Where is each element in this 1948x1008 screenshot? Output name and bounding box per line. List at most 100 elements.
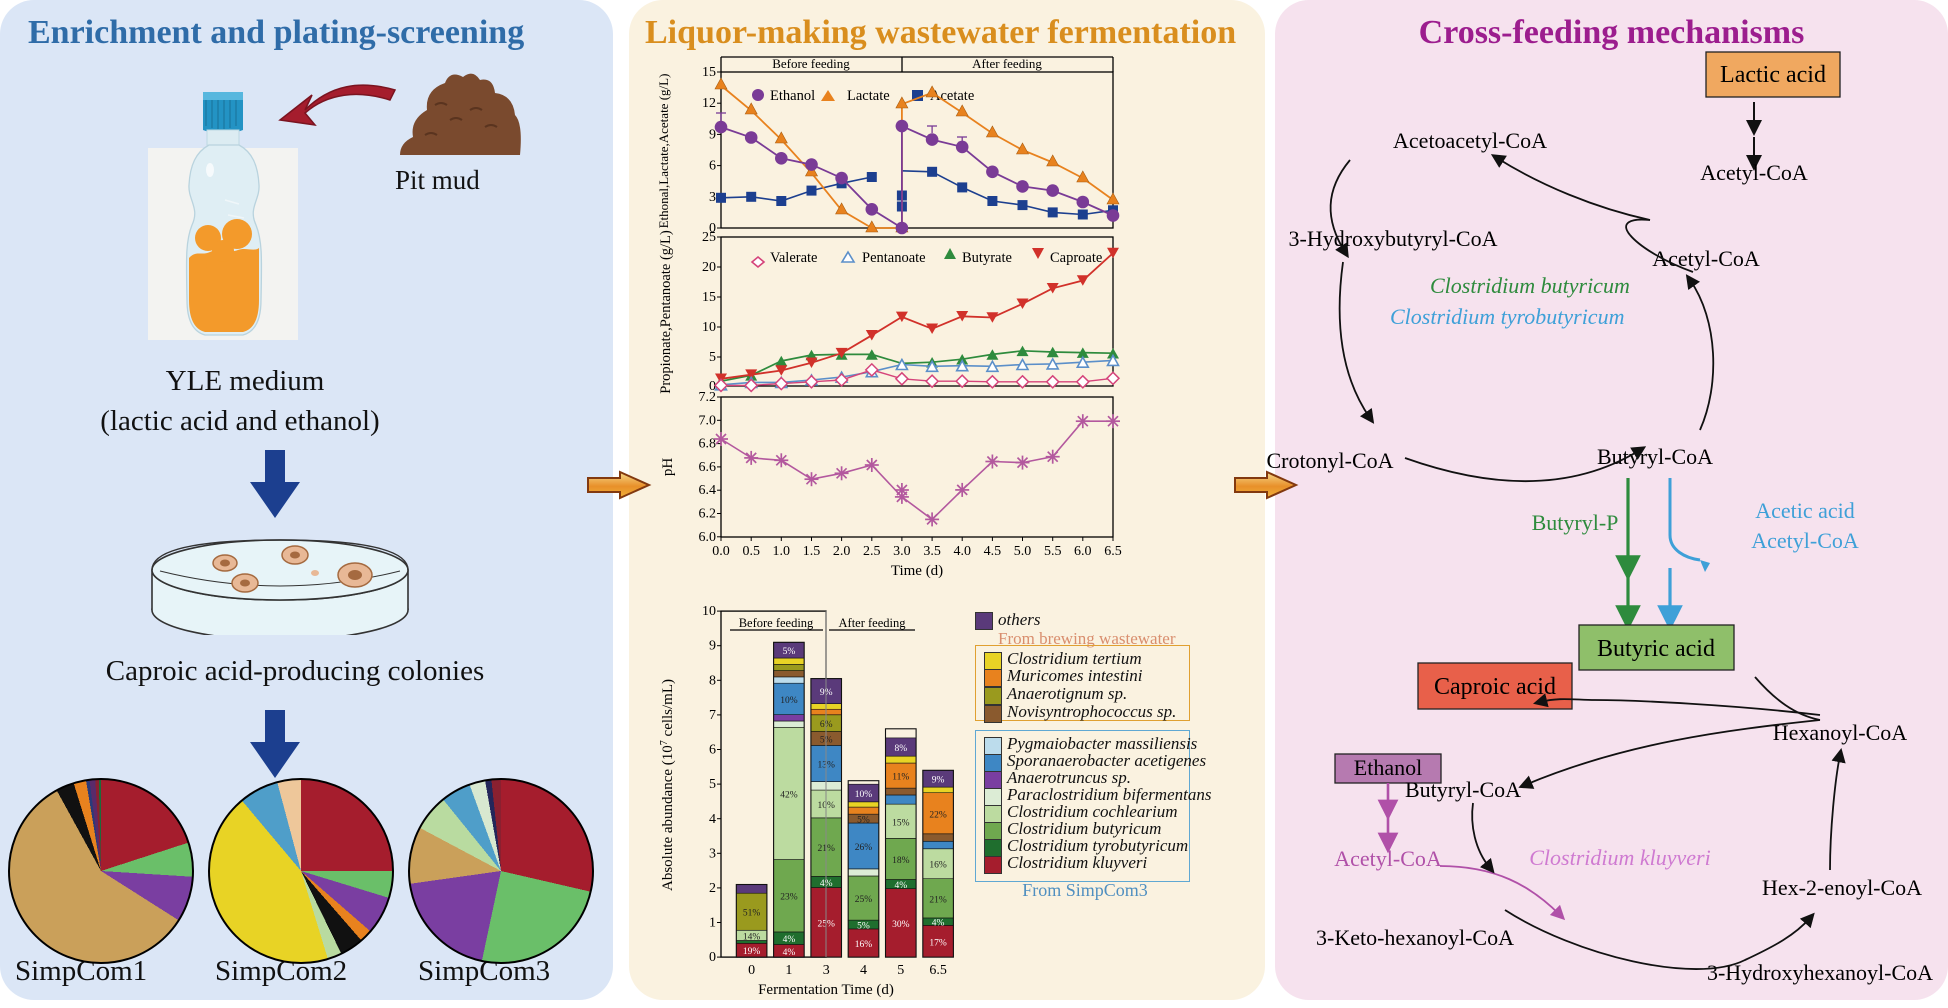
svg-text:5: 5 <box>709 350 716 365</box>
svg-text:3: 3 <box>709 846 716 861</box>
svg-text:4: 4 <box>709 812 716 827</box>
svg-text:Acetyl-CoA: Acetyl-CoA <box>1751 528 1859 553</box>
svg-text:15: 15 <box>702 65 716 80</box>
svg-text:Ethonal,Lactate,Acetate (g/L): Ethonal,Lactate,Acetate (g/L) <box>656 74 671 229</box>
svg-text:22%: 22% <box>929 810 947 820</box>
svg-text:25%: 25% <box>855 895 873 905</box>
svg-text:7.2: 7.2 <box>699 390 717 405</box>
svg-text:6.0: 6.0 <box>699 530 717 545</box>
svg-text:4%: 4% <box>783 935 796 945</box>
svg-text:18%: 18% <box>892 856 910 866</box>
svg-text:After feeding: After feeding <box>972 56 1042 71</box>
svg-text:Butyryl-P: Butyryl-P <box>1532 510 1619 535</box>
svg-text:4.0: 4.0 <box>953 544 971 559</box>
svg-text:8%: 8% <box>894 744 907 754</box>
svg-text:6.2: 6.2 <box>699 507 717 522</box>
svg-text:Butyryl-CoA: Butyryl-CoA <box>1405 777 1521 802</box>
svg-text:30%: 30% <box>892 920 910 930</box>
svg-text:Acetyl-CoA: Acetyl-CoA <box>1334 846 1442 871</box>
svg-text:0.5: 0.5 <box>742 544 760 559</box>
svg-text:15%: 15% <box>892 818 910 828</box>
svg-text:Time (d): Time (d) <box>891 563 943 579</box>
svg-text:2: 2 <box>709 881 716 896</box>
svg-text:20: 20 <box>702 260 716 275</box>
svg-text:23%: 23% <box>780 893 798 903</box>
svg-text:14%: 14% <box>743 932 761 942</box>
svg-text:Valerate: Valerate <box>770 250 818 266</box>
svg-text:51%: 51% <box>743 909 761 919</box>
svg-text:Fermentation Time (d): Fermentation Time (d) <box>758 982 894 998</box>
svg-text:Before feeding: Before feeding <box>772 56 850 71</box>
svg-text:4%: 4% <box>894 881 907 891</box>
svg-text:Absolute abundance (107 cells/: Absolute abundance (107 cells/mL) <box>659 679 677 891</box>
svg-text:6: 6 <box>709 743 716 758</box>
svg-text:1: 1 <box>709 916 716 931</box>
svg-text:4: 4 <box>860 963 867 978</box>
svg-text:9: 9 <box>709 127 716 142</box>
svg-text:Ethanol: Ethanol <box>770 88 815 104</box>
svg-text:Clostridium tyrobutyricum: Clostridium tyrobutyricum <box>1390 304 1624 329</box>
svg-text:Caproic acid: Caproic acid <box>1434 674 1556 700</box>
svg-text:Propionate,Pentanoate (g/L): Propionate,Pentanoate (g/L) <box>658 230 674 394</box>
svg-text:12: 12 <box>702 96 716 111</box>
svg-text:5.0: 5.0 <box>1014 544 1032 559</box>
svg-text:Acetoacetyl-CoA: Acetoacetyl-CoA <box>1393 128 1547 153</box>
svg-text:6: 6 <box>709 159 716 174</box>
svg-text:pH: pH <box>660 458 676 477</box>
svg-text:5%: 5% <box>857 922 870 932</box>
svg-text:10: 10 <box>702 320 716 335</box>
svg-text:3-Hydroxyhexanoyl-CoA: 3-Hydroxyhexanoyl-CoA <box>1707 960 1933 985</box>
svg-text:11%: 11% <box>892 773 909 783</box>
svg-text:5.5: 5.5 <box>1044 544 1062 559</box>
svg-text:Lactate: Lactate <box>847 88 890 104</box>
svg-text:5%: 5% <box>783 647 796 657</box>
svg-text:Crotonyl-CoA: Crotonyl-CoA <box>1266 448 1393 473</box>
svg-text:6.0: 6.0 <box>1074 544 1092 559</box>
svg-text:1.0: 1.0 <box>773 544 791 559</box>
svg-text:3: 3 <box>709 190 716 205</box>
svg-text:Butyryl-CoA: Butyryl-CoA <box>1597 444 1713 469</box>
svg-text:Hex-2-enoyl-CoA: Hex-2-enoyl-CoA <box>1762 875 1922 900</box>
svg-text:3.0: 3.0 <box>893 544 911 559</box>
svg-text:16%: 16% <box>855 940 873 950</box>
svg-text:26%: 26% <box>855 843 873 853</box>
svg-text:5%: 5% <box>857 816 870 826</box>
svg-text:4%: 4% <box>783 948 796 958</box>
svg-text:4.5: 4.5 <box>984 544 1002 559</box>
svg-text:3.5: 3.5 <box>923 544 941 559</box>
svg-text:7: 7 <box>709 708 716 723</box>
svg-text:2.0: 2.0 <box>833 544 851 559</box>
svg-text:Butyrate: Butyrate <box>962 250 1012 266</box>
svg-text:Pentanoate: Pentanoate <box>862 250 926 266</box>
svg-text:7.0: 7.0 <box>699 413 717 428</box>
svg-text:4%: 4% <box>932 919 945 929</box>
svg-text:3-Keto-hexanoyl-CoA: 3-Keto-hexanoyl-CoA <box>1316 925 1514 950</box>
svg-text:3: 3 <box>823 963 830 978</box>
svg-text:Acetyl-CoA: Acetyl-CoA <box>1700 160 1808 185</box>
svg-text:Butyric acid: Butyric acid <box>1597 636 1715 662</box>
svg-text:16%: 16% <box>929 861 947 871</box>
svg-text:1.5: 1.5 <box>803 544 821 559</box>
svg-text:2.5: 2.5 <box>863 544 881 559</box>
svg-text:6.6: 6.6 <box>699 460 717 475</box>
svg-text:5: 5 <box>897 963 904 978</box>
svg-text:10: 10 <box>702 604 716 619</box>
svg-text:After feeding: After feeding <box>839 616 907 630</box>
svg-text:10%: 10% <box>855 790 873 800</box>
svg-text:9%: 9% <box>932 776 945 786</box>
svg-text:6.5: 6.5 <box>929 963 947 978</box>
svg-text:42%: 42% <box>780 790 798 800</box>
svg-text:0: 0 <box>709 950 716 965</box>
svg-text:17%: 17% <box>929 938 947 948</box>
svg-text:9: 9 <box>709 639 716 654</box>
svg-text:Lactic acid: Lactic acid <box>1720 62 1826 88</box>
svg-text:3-Hydroxybutyryl-CoA: 3-Hydroxybutyryl-CoA <box>1289 226 1498 251</box>
svg-text:6.5: 6.5 <box>1104 544 1122 559</box>
svg-text:10%: 10% <box>780 696 798 706</box>
svg-text:Before feeding: Before feeding <box>739 616 814 630</box>
svg-text:25: 25 <box>702 230 716 245</box>
svg-text:Clostridium butyricum: Clostridium butyricum <box>1430 273 1630 298</box>
svg-text:0: 0 <box>748 963 755 978</box>
svg-text:1: 1 <box>785 963 792 978</box>
svg-text:Acetyl-CoA: Acetyl-CoA <box>1652 246 1760 271</box>
